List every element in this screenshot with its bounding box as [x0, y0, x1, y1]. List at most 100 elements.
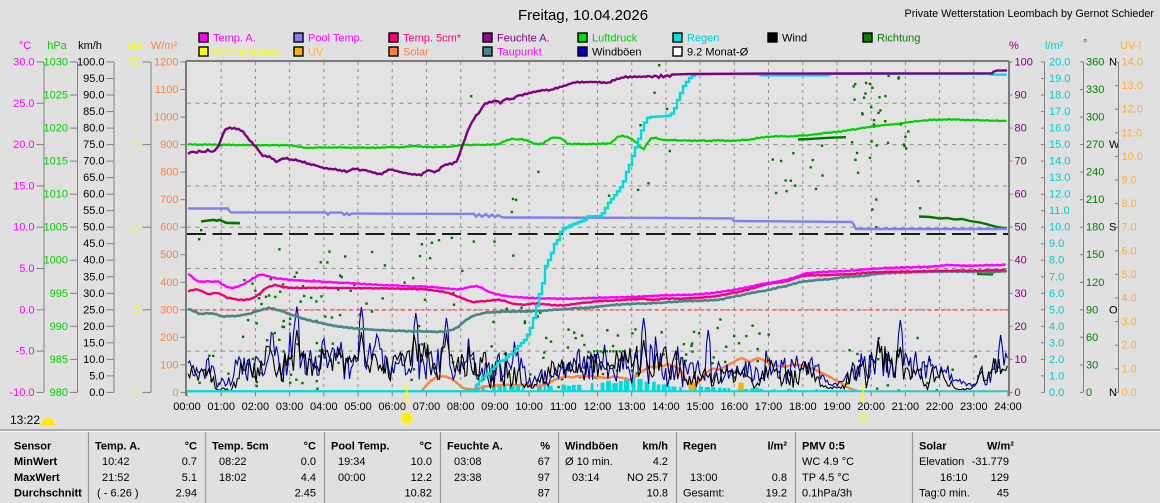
svg-text:300: 300	[160, 304, 178, 316]
svg-text:Solar: Solar	[919, 441, 947, 453]
svg-text:Tag:0 min.: Tag:0 min.	[919, 488, 970, 500]
svg-text:40.0: 40.0	[83, 255, 104, 267]
svg-text:10: 10	[1015, 354, 1027, 366]
svg-text:300: 300	[1086, 112, 1104, 124]
svg-text:75.0: 75.0	[83, 139, 104, 151]
svg-text:1000: 1000	[44, 255, 68, 267]
svg-text:700: 700	[160, 194, 178, 206]
svg-text:5: 5	[134, 304, 140, 316]
svg-text:1005: 1005	[44, 222, 68, 234]
svg-text:4.2: 4.2	[653, 456, 668, 468]
svg-text:19.2: 19.2	[766, 488, 787, 500]
svg-text:6.0: 6.0	[1049, 288, 1064, 300]
svg-text:km/h: km/h	[642, 441, 668, 453]
svg-text:7.0: 7.0	[1049, 271, 1064, 283]
svg-text:( - 6.26 ): ( - 6.26 )	[97, 488, 139, 500]
svg-text:hPa: hPa	[47, 40, 67, 52]
svg-text:Freitag, 10.04.2026: Freitag, 10.04.2026	[518, 7, 648, 24]
svg-text:20: 20	[1015, 321, 1027, 333]
svg-text:09:00: 09:00	[481, 401, 509, 413]
svg-text:03:14: 03:14	[572, 472, 600, 484]
svg-text:500: 500	[160, 249, 178, 261]
svg-text:02:00: 02:00	[242, 401, 270, 413]
svg-text:60: 60	[1015, 189, 1027, 201]
svg-text:Taupunkt: Taupunkt	[497, 47, 542, 59]
svg-text:Luftdruck: Luftdruck	[592, 33, 638, 45]
svg-text:°C: °C	[304, 441, 316, 453]
svg-text:01:00: 01:00	[207, 401, 235, 413]
svg-text:1100: 1100	[155, 84, 179, 96]
svg-text:2.0: 2.0	[1122, 340, 1137, 352]
svg-text:10: 10	[128, 222, 140, 234]
svg-text:11.0: 11.0	[1049, 205, 1070, 217]
svg-text:Wind: Wind	[782, 33, 807, 45]
svg-text:°C: °C	[19, 40, 31, 52]
svg-text:30.0: 30.0	[13, 57, 34, 69]
svg-text:30: 30	[1015, 288, 1027, 300]
svg-text:Elevation: Elevation	[919, 456, 964, 468]
svg-text:W/m²: W/m²	[987, 441, 1014, 453]
svg-text:°C: °C	[185, 441, 197, 453]
svg-text:0.0: 0.0	[89, 387, 104, 399]
svg-text:04:00: 04:00	[310, 401, 338, 413]
svg-text:60: 60	[1086, 332, 1098, 344]
svg-text:30.0: 30.0	[83, 288, 104, 300]
svg-text:17:00: 17:00	[755, 401, 783, 413]
svg-text:13:00: 13:00	[618, 401, 646, 413]
svg-text:10.0: 10.0	[411, 456, 432, 468]
svg-text:8.0: 8.0	[1122, 198, 1137, 210]
svg-text:100.0: 100.0	[77, 57, 105, 69]
svg-text:20: 20	[128, 57, 140, 69]
svg-text:67: 67	[538, 456, 550, 468]
svg-text:5.0: 5.0	[89, 370, 104, 382]
svg-text:80.0: 80.0	[83, 123, 104, 135]
svg-text:10.0: 10.0	[83, 354, 104, 366]
svg-text:19.0: 19.0	[1049, 73, 1070, 85]
svg-text:10.0: 10.0	[13, 222, 34, 234]
svg-text:25.0: 25.0	[13, 98, 34, 110]
svg-text:12:00: 12:00	[584, 401, 612, 413]
svg-text:13:00: 13:00	[690, 472, 718, 484]
svg-text:Sonnenschein: Sonnenschein	[213, 47, 283, 59]
svg-text:4.4: 4.4	[301, 472, 316, 484]
svg-text:Durchschnitt: Durchschnitt	[14, 488, 82, 500]
svg-text:87: 87	[538, 488, 550, 500]
svg-text:11.0: 11.0	[1122, 127, 1143, 139]
svg-text:30: 30	[1086, 359, 1098, 371]
svg-text:Private Wetterstation Leombach: Private Wetterstation Leombach by Gernot…	[905, 8, 1155, 20]
svg-text:9.2 Monat-Ø: 9.2 Monat-Ø	[687, 47, 749, 59]
svg-text:24:00: 24:00	[994, 401, 1022, 413]
svg-text:100: 100	[160, 359, 178, 371]
svg-text:20:00: 20:00	[857, 401, 885, 413]
svg-text:15.0: 15.0	[13, 180, 34, 192]
svg-text:9.0: 9.0	[1049, 238, 1064, 250]
svg-text:03:00: 03:00	[276, 401, 304, 413]
svg-text:55.0: 55.0	[83, 205, 104, 217]
svg-text:l/m²: l/m²	[1045, 40, 1064, 52]
svg-text:18.0: 18.0	[1049, 90, 1070, 102]
svg-text:20.0: 20.0	[13, 139, 34, 151]
svg-text:N: N	[1109, 387, 1117, 399]
svg-text:5.1: 5.1	[182, 472, 197, 484]
svg-text:270: 270	[1086, 139, 1104, 151]
svg-text:10.8: 10.8	[647, 488, 668, 500]
svg-text:10:00: 10:00	[515, 401, 543, 413]
svg-text:95.0: 95.0	[83, 73, 104, 85]
svg-text:45.0: 45.0	[83, 238, 104, 250]
svg-text:NO 25.7: NO 25.7	[627, 472, 668, 484]
svg-text:03:08: 03:08	[454, 456, 482, 468]
svg-text:360: 360	[1086, 57, 1104, 69]
svg-text:00:00: 00:00	[173, 401, 201, 413]
svg-text:12.0: 12.0	[1049, 189, 1070, 201]
svg-text:19:00: 19:00	[823, 401, 851, 413]
svg-text:180: 180	[1086, 222, 1104, 234]
svg-text:UV: UV	[308, 47, 324, 59]
svg-text:1020: 1020	[44, 123, 68, 135]
svg-text:23:00: 23:00	[960, 401, 988, 413]
svg-text:25.0: 25.0	[83, 304, 104, 316]
svg-text:60.0: 60.0	[83, 189, 104, 201]
svg-text:l/m²: l/m²	[767, 441, 787, 453]
svg-text:W: W	[1109, 139, 1120, 151]
svg-text:80: 80	[1015, 123, 1027, 135]
svg-text:Feuchte A.: Feuchte A.	[447, 441, 503, 453]
